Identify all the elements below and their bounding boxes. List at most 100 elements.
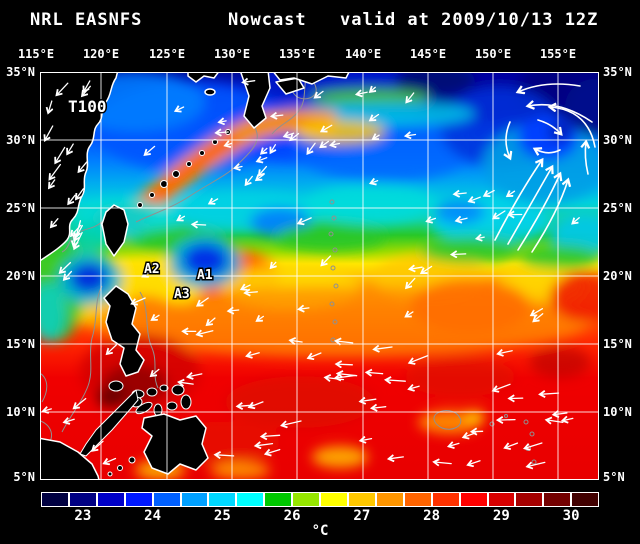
- map-frame: [40, 72, 599, 480]
- wind-arrow-icon: [257, 173, 265, 180]
- wind-arrow-icon: [554, 413, 568, 415]
- wind-arrow-icon: [245, 292, 258, 293]
- colorbar-segment: [571, 492, 600, 507]
- colorbar-segment: [459, 492, 488, 507]
- wind-arrow-icon: [407, 92, 415, 102]
- wind-arrow-icon: [370, 87, 375, 91]
- wind-arrow-icon: [370, 113, 380, 121]
- wind-arrow-icon: [242, 285, 251, 289]
- wind-arrow-icon: [477, 237, 485, 239]
- wind-arrow-icon: [528, 462, 546, 466]
- graticule: [40, 72, 599, 480]
- wind-arrow-icon: [104, 457, 117, 464]
- wind-arrow-icon: [434, 462, 452, 464]
- colorbar-segment: [236, 492, 265, 507]
- wind-arrow-icon: [247, 353, 260, 356]
- wind-arrow-icon: [508, 191, 516, 196]
- colorbar-segment: [403, 492, 432, 507]
- wind-arrow-icon: [225, 143, 233, 145]
- wind-arrow-icon: [57, 82, 69, 95]
- typhoon-wind-swirl-icon: [494, 83, 596, 253]
- wind-arrow-icon: [534, 313, 544, 321]
- wind-arrow-icon: [271, 144, 276, 153]
- lat-tick-right-10°N: 10°N: [603, 405, 632, 419]
- land-visayas: [108, 380, 192, 417]
- wind-arrow-icon: [246, 175, 253, 184]
- wind-arrow-icon: [337, 364, 353, 365]
- wind-arrow-icon: [259, 165, 268, 176]
- wind-arrow-icon: [219, 121, 227, 122]
- land-luzon: [103, 285, 145, 377]
- wind-region-subtropics: [178, 189, 580, 325]
- colorbar-segment: [543, 492, 572, 507]
- lat-tick-right-5°N: 5°N: [603, 470, 625, 484]
- wind-arrow-icon: [336, 341, 354, 343]
- lon-tick-135°E: 135°E: [278, 47, 316, 61]
- wind-region-north-sector: [145, 81, 417, 185]
- product-title: NRL EASNFS: [30, 10, 143, 30]
- wind-arrow-icon: [406, 135, 417, 136]
- wind-arrow-icon: [468, 461, 481, 465]
- run-mode-label: Nowcast: [228, 10, 307, 30]
- temperature-colorbar: [41, 492, 600, 507]
- wind-arrow-icon: [145, 145, 156, 154]
- colorbar-segment: [41, 492, 69, 507]
- wind-arrow-icon: [494, 210, 506, 218]
- colorbar-segment: [180, 492, 209, 507]
- land-jeju: [204, 88, 216, 96]
- wind-arrow-icon: [452, 254, 467, 255]
- wind-arrow-icon: [373, 135, 380, 139]
- sst-map-canvas: T100 A2 A1 A3: [40, 72, 599, 480]
- wind-arrow-icon: [262, 148, 268, 153]
- lat-tick-left-35°N: 35°N: [6, 65, 35, 79]
- wind-arrow-icon: [308, 142, 316, 153]
- colorbar-segment: [375, 492, 404, 507]
- land-honshu: [272, 72, 350, 85]
- wind-arrow-icon: [151, 368, 160, 375]
- wind-arrow-icon: [498, 420, 516, 421]
- wind-vector-arrows: [43, 81, 580, 467]
- wind-arrow-icon: [540, 393, 560, 394]
- wind-arrow-icon: [216, 132, 229, 133]
- wind-arrow-icon: [49, 179, 56, 188]
- lat-tick-left-5°N: 5°N: [13, 470, 35, 484]
- wind-arrow-icon: [485, 189, 495, 196]
- wind-arrow-icon: [93, 440, 104, 450]
- wind-arrow-icon: [178, 216, 186, 220]
- wind-arrow-icon: [367, 372, 384, 373]
- wind-region-south-china-sea: [43, 261, 160, 464]
- lon-tick-145°E: 145°E: [409, 47, 447, 61]
- lon-tick-120°E: 120°E: [82, 47, 120, 61]
- wind-arrow-icon: [563, 418, 574, 420]
- lon-tick-150°E: 150°E: [474, 47, 512, 61]
- colorbar-tick-23: 23: [74, 508, 92, 524]
- wind-arrow-icon: [67, 143, 74, 154]
- wind-arrow-icon: [74, 397, 87, 408]
- wind-arrow-icon: [449, 443, 460, 446]
- wind-arrow-icon: [532, 308, 544, 315]
- colorbar-segment: [152, 492, 181, 507]
- wind-region-trade-winds: [179, 331, 574, 467]
- map-annotations: T100 A2 A1 A3: [67, 96, 215, 304]
- lat-tick-right-15°N: 15°N: [603, 337, 632, 351]
- wind-arrow-icon: [48, 100, 52, 113]
- land-borneo: [40, 437, 100, 480]
- wind-arrow-icon: [371, 181, 379, 184]
- wind-arrow-icon: [193, 224, 207, 225]
- wind-arrow-icon: [322, 255, 332, 265]
- wind-arrow-icon: [282, 420, 302, 425]
- wind-arrow-icon: [152, 315, 160, 319]
- wind-arrow-icon: [410, 267, 423, 269]
- wind-arrow-icon: [372, 407, 387, 409]
- wind-arrow-icon: [107, 344, 118, 354]
- land-kyushu: [239, 72, 271, 129]
- wind-arrow-icon: [357, 92, 368, 94]
- colorbar-segment: [96, 492, 125, 507]
- wind-arrow-icon: [257, 316, 265, 320]
- wind-arrow-icon: [573, 217, 580, 224]
- wind-arrow-icon: [322, 124, 333, 131]
- wind-arrow-icon: [409, 386, 420, 389]
- wind-arrow-icon: [494, 383, 511, 390]
- lon-tick-130°E: 130°E: [213, 47, 251, 61]
